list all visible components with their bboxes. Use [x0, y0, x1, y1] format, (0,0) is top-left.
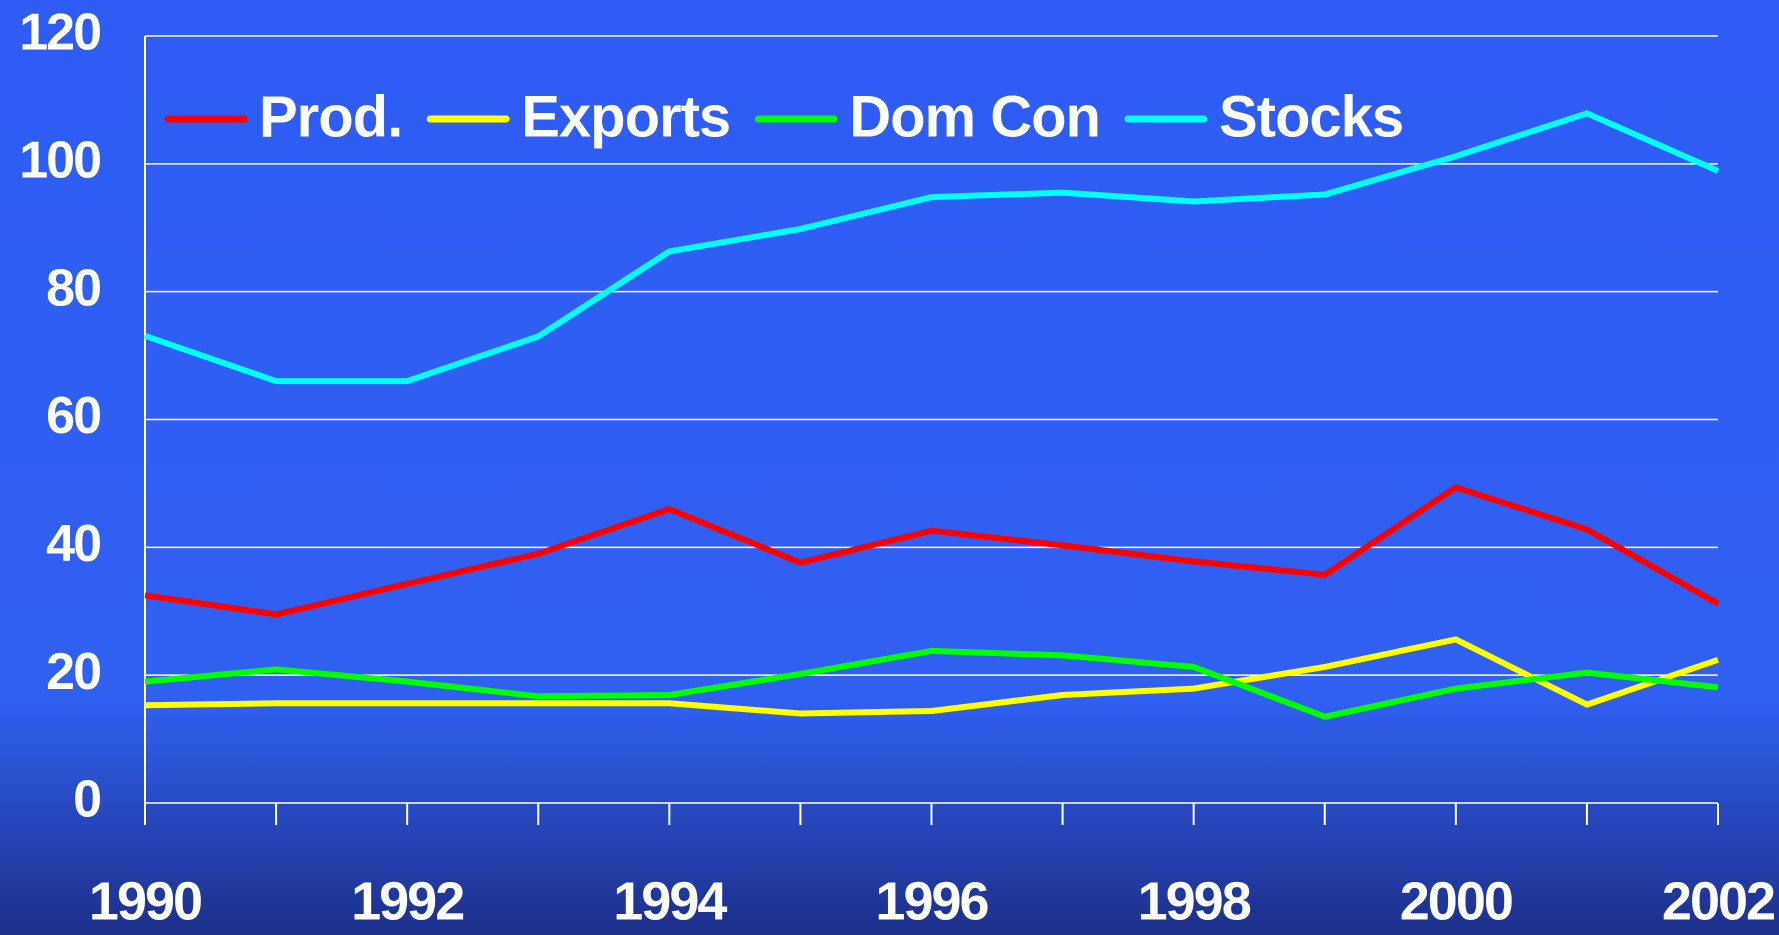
y-tick-label: 100 [19, 132, 100, 190]
y-tick-label: 20 [46, 643, 100, 701]
x-tick-label: 2000 [1400, 871, 1512, 931]
y-tick-label: 0 [73, 771, 100, 829]
x-tick-label: 1990 [89, 871, 201, 931]
legend-label: Stocks [1219, 84, 1403, 149]
series-line [144, 636, 1719, 717]
series-line [144, 647, 1719, 720]
legend-label: Prod. [259, 84, 402, 149]
x-tick-label: 1994 [613, 871, 727, 931]
series-line [144, 110, 1720, 385]
x-tick-label: 2002 [1662, 871, 1774, 931]
x-tick-label: 1998 [1138, 871, 1251, 931]
y-tick-label: 40 [46, 515, 100, 573]
legend-label: Exports [521, 84, 730, 149]
legend-label: Dom Con [849, 84, 1100, 149]
y-tick-label: 80 [46, 259, 100, 317]
y-tick-label: 120 [19, 4, 100, 62]
y-tick-label: 60 [46, 387, 100, 445]
series-line [144, 484, 1720, 618]
x-tick-label: 1996 [875, 871, 988, 931]
x-tick-label: 1992 [351, 871, 463, 931]
